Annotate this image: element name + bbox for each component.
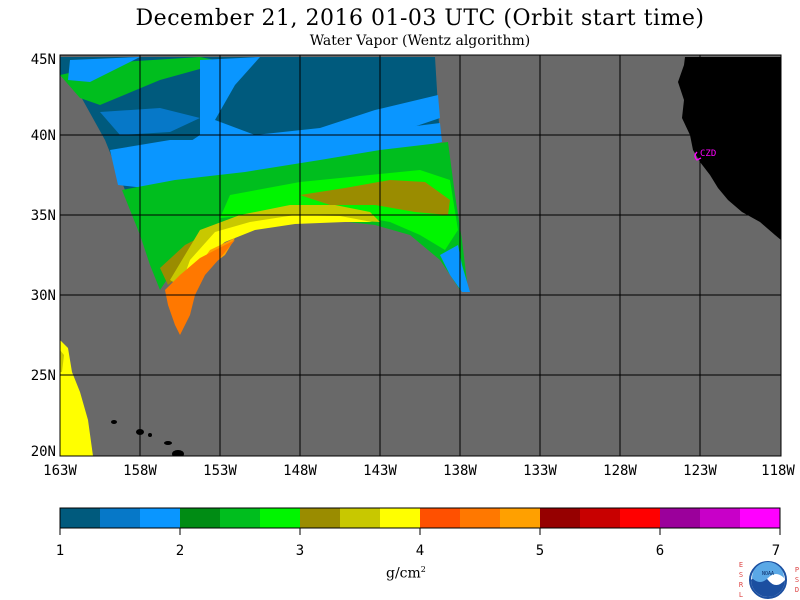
map-area: CZD bbox=[60, 55, 781, 456]
logo-letter: P bbox=[795, 566, 799, 574]
colorbar bbox=[60, 508, 781, 528]
colorbar-tick-label: 3 bbox=[296, 543, 304, 559]
map-title: December 21, 2016 01-03 UTC (Orbit start… bbox=[135, 6, 705, 31]
swath-olive bbox=[300, 180, 450, 215]
colorbar-swatch bbox=[540, 508, 581, 528]
logo-letter: S bbox=[739, 571, 743, 579]
lon-label: 128W bbox=[603, 463, 637, 479]
map-frame bbox=[59, 54, 782, 457]
colorbar-swatch bbox=[300, 508, 341, 528]
colorbar-swatch bbox=[100, 508, 141, 528]
colorbar-swatch bbox=[500, 508, 541, 528]
colorbar-tick-labels: 1 2 3 4 5 6 7 bbox=[56, 543, 780, 559]
lon-label: 158W bbox=[123, 463, 157, 479]
colorbar-tick-label: 1 bbox=[56, 543, 64, 559]
swath-yellow bbox=[182, 215, 372, 282]
map-subtitle: Water Vapor (Wentz algorithm) bbox=[309, 33, 531, 49]
lon-label: 143W bbox=[363, 463, 397, 479]
colorbar-swatch bbox=[180, 508, 221, 528]
colorbar-swatch bbox=[140, 508, 181, 528]
lon-label: 133W bbox=[523, 463, 557, 479]
swath-yellow-green bbox=[170, 205, 380, 285]
logo-letter: S bbox=[795, 576, 799, 584]
california-coast bbox=[678, 57, 781, 240]
colorbar-unit: g/cm2 bbox=[386, 565, 426, 582]
colorbar-swatch bbox=[740, 508, 781, 528]
hawaiian-islands bbox=[111, 420, 184, 456]
graticule bbox=[60, 55, 781, 456]
lat-label: 30N bbox=[31, 288, 56, 304]
swath-blue-east-edge bbox=[440, 245, 470, 292]
logo-letter: R bbox=[739, 581, 744, 589]
lat-label: 35N bbox=[31, 208, 56, 224]
colorbar-swatch bbox=[380, 508, 421, 528]
swath-olive-west-edge bbox=[60, 350, 64, 372]
colorbar-swatch bbox=[220, 508, 261, 528]
station-marker-czd: CZD bbox=[694, 149, 716, 161]
noaa-badge: NOAA bbox=[749, 561, 787, 599]
swath-orange bbox=[165, 240, 235, 335]
longitude-labels: 163W 158W 153W 148W 143W 138W 133W 128W … bbox=[43, 463, 795, 479]
lon-label: 153W bbox=[203, 463, 237, 479]
latitude-labels: 45N 40N 35N 30N 25N 20N bbox=[31, 52, 56, 460]
colorbar-swatch bbox=[580, 508, 621, 528]
lat-label: 40N bbox=[31, 128, 56, 144]
swath-blue-north bbox=[68, 57, 140, 82]
colorbar-swatch bbox=[460, 508, 501, 528]
colorbar-swatch bbox=[340, 508, 381, 528]
noaa-esrl-psd-logo: E S R L P S D NOAA bbox=[739, 561, 799, 599]
water-vapor-swath bbox=[60, 57, 470, 456]
swath-cyan-band bbox=[110, 123, 442, 188]
colorbar-tick-label: 4 bbox=[416, 543, 424, 559]
colorbar-tick-label: 6 bbox=[656, 543, 664, 559]
station-label: CZD bbox=[700, 149, 716, 159]
swath-mid-blue bbox=[100, 108, 200, 135]
lat-label: 25N bbox=[31, 368, 56, 384]
logo-letter: E bbox=[739, 561, 743, 569]
colorbar-swatch bbox=[60, 508, 101, 528]
colorbar-tick-label: 2 bbox=[176, 543, 184, 559]
lon-label: 118W bbox=[761, 463, 795, 479]
colorbar-swatch bbox=[620, 508, 661, 528]
colorbar-tick-label: 5 bbox=[536, 543, 544, 559]
colorbar-swatch bbox=[260, 508, 301, 528]
swath-yellow-west-edge bbox=[60, 340, 93, 456]
lon-label: 138W bbox=[443, 463, 477, 479]
lon-label: 163W bbox=[43, 463, 77, 479]
colorbar-swatch bbox=[420, 508, 461, 528]
lat-label: 45N bbox=[31, 52, 56, 68]
colorbar-swatch bbox=[660, 508, 701, 528]
colorbar-swatch bbox=[700, 508, 741, 528]
lon-label: 123W bbox=[683, 463, 717, 479]
logo-letter: L bbox=[739, 591, 743, 599]
lon-label: 148W bbox=[283, 463, 317, 479]
noaa-badge-text: NOAA bbox=[762, 571, 774, 577]
colorbar-tick-label: 7 bbox=[772, 543, 780, 559]
logo-letter: D bbox=[795, 586, 799, 594]
lat-label: 20N bbox=[31, 444, 56, 460]
colorbar-ticks bbox=[59, 528, 781, 535]
